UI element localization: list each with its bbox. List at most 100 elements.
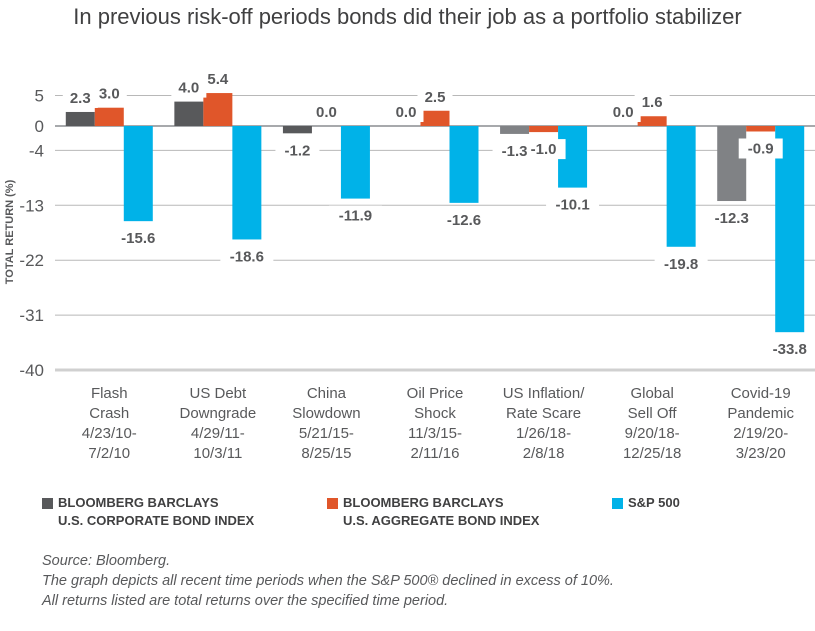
bar xyxy=(775,126,805,333)
legend-label: BLOOMBERG BARCLAYS xyxy=(343,495,504,510)
data-label-bg xyxy=(763,339,815,360)
bar xyxy=(340,126,370,199)
category-label: US Debt xyxy=(190,385,248,402)
category-label: Rate Scare xyxy=(506,405,581,422)
legend-item-sp500: S&P 500 xyxy=(612,494,680,512)
bar xyxy=(666,126,696,247)
data-label-bg xyxy=(738,138,783,159)
chart-title: In previous risk-off periods bonds did t… xyxy=(73,4,742,29)
legend-item-aggregate: BLOOMBERG BARCLAYS U.S. AGGREGATE BOND I… xyxy=(327,494,540,530)
category-label: 4/29/11- xyxy=(191,425,245,442)
source-line: All returns listed are total returns ove… xyxy=(42,593,449,609)
category-label: 9/20/18- xyxy=(625,425,680,442)
data-label: 3.0 xyxy=(99,86,120,103)
bar xyxy=(420,110,450,126)
legend-swatch-corporate xyxy=(42,498,53,509)
data-label-bg xyxy=(388,102,424,122)
data-label-bg xyxy=(417,86,453,107)
bar xyxy=(637,116,667,126)
data-label-bg xyxy=(308,102,344,122)
data-label-bg xyxy=(605,102,641,122)
data-label: -12.6 xyxy=(447,212,481,229)
category-label: Oil Price xyxy=(407,385,464,402)
data-label-bg xyxy=(62,87,98,108)
category-label: 7/2/10 xyxy=(88,445,130,462)
category-label: 2/19/20- xyxy=(733,425,788,442)
source-line: Source: Bloomberg. xyxy=(42,553,171,569)
data-label-bg xyxy=(634,92,670,113)
category-label: Flash xyxy=(91,385,128,402)
data-label: 2.5 xyxy=(425,89,446,106)
category-label: China xyxy=(307,385,347,402)
data-label: 0.0 xyxy=(396,104,417,121)
data-label: -1.0 xyxy=(531,141,557,158)
category-label: 10/3/11 xyxy=(193,445,242,462)
data-label-bg xyxy=(91,83,127,104)
data-label-bg xyxy=(171,77,207,98)
y-tick-label: -31 xyxy=(19,306,44,325)
bar-chart: 5 0 -4 -13 -22 -31 -40 TOTAL RETURN (%) Flash Cra… xyxy=(4,69,815,462)
source-notes: Source: Bloomberg. The graph depicts all… xyxy=(42,551,614,611)
data-label: -33.8 xyxy=(773,341,807,358)
category-label: 3/23/20 xyxy=(736,445,786,462)
category-label: 5/21/15- xyxy=(299,425,354,442)
bar xyxy=(449,126,479,203)
y-axis-label: TOTAL RETURN (%) xyxy=(4,179,16,284)
legend-swatch-aggregate xyxy=(327,498,338,509)
legend-label: BLOOMBERG BARCLAYS xyxy=(58,495,219,510)
category-label: US Inflation/ xyxy=(503,385,586,402)
data-label-bg xyxy=(654,253,708,274)
data-label: 0.0 xyxy=(316,104,337,121)
data-label-bg xyxy=(546,194,600,215)
bar xyxy=(203,93,233,126)
data-label: -19.8 xyxy=(664,256,698,273)
y-tick-label: -40 xyxy=(19,361,44,380)
category-label: Sell Off xyxy=(628,405,678,422)
category-label: 1/26/18- xyxy=(516,425,571,442)
bar xyxy=(174,101,204,126)
y-tick-label: -13 xyxy=(19,196,44,215)
category-label: Downgrade xyxy=(179,405,256,422)
data-label-bg xyxy=(705,208,759,229)
data-label-bg xyxy=(437,209,491,230)
category-label: 2/8/18 xyxy=(523,445,565,462)
legend-label: U.S. AGGREGATE BOND INDEX xyxy=(343,513,540,528)
category-label: Shock xyxy=(414,405,456,422)
category-label: 12/25/18 xyxy=(623,445,681,462)
data-label: 2.3 xyxy=(70,90,91,107)
category-label: 2/11/16 xyxy=(411,445,460,462)
bar xyxy=(282,126,312,134)
category-label: Covid-19 xyxy=(731,385,791,402)
data-label: -10.1 xyxy=(555,197,589,214)
data-label: -18.6 xyxy=(230,248,264,265)
data-label-bg xyxy=(111,228,165,249)
data-label: -1.3 xyxy=(502,143,528,160)
data-label: 4.0 xyxy=(178,80,199,97)
data-label: -1.2 xyxy=(284,142,310,159)
data-label: 1.6 xyxy=(642,94,663,111)
data-label: -15.6 xyxy=(121,230,155,247)
legend-label: U.S. CORPORATE BOND INDEX xyxy=(58,513,255,528)
category-label: Slowdown xyxy=(292,405,360,422)
bar xyxy=(500,126,530,134)
data-label-bg xyxy=(275,140,320,161)
bar xyxy=(65,111,95,126)
category-label: Pandemic xyxy=(727,405,794,422)
source-line: The graph depicts all recent time period… xyxy=(42,573,614,589)
data-label: 5.4 xyxy=(207,71,229,88)
data-label-bg xyxy=(328,205,382,226)
y-tick-label: -22 xyxy=(19,251,44,270)
category-label: 8/25/15 xyxy=(301,445,351,462)
y-tick-label: 0 xyxy=(35,117,44,136)
legend-swatch-sp500 xyxy=(612,498,623,509)
data-label: -12.3 xyxy=(715,210,749,227)
data-label: -0.9 xyxy=(748,140,774,157)
data-label-bg xyxy=(200,69,236,90)
bar xyxy=(232,126,262,240)
bar xyxy=(94,107,124,126)
category-label: 4/23/10- xyxy=(82,425,137,442)
data-label: -11.9 xyxy=(339,208,372,225)
category-label: Crash xyxy=(89,405,129,422)
legend-item-corporate: BLOOMBERG BARCLAYS U.S. CORPORATE BOND I… xyxy=(42,494,255,530)
